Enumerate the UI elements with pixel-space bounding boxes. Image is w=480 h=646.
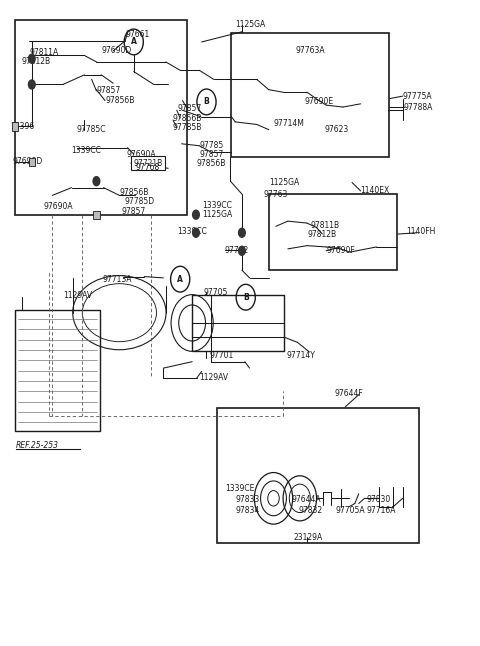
Text: 1339CC: 1339CC — [177, 227, 207, 236]
Circle shape — [239, 228, 245, 237]
Text: 97857: 97857 — [121, 207, 145, 216]
Text: 97812B: 97812B — [308, 229, 337, 238]
Circle shape — [28, 54, 35, 63]
Text: 1125GA: 1125GA — [235, 20, 265, 29]
Text: 1339CE: 1339CE — [226, 484, 255, 493]
Text: 97690D: 97690D — [12, 158, 43, 167]
Text: 1129AV: 1129AV — [199, 373, 228, 382]
Text: 97763A: 97763A — [295, 46, 324, 55]
Text: 97788A: 97788A — [404, 103, 433, 112]
Text: 97812B: 97812B — [21, 57, 50, 67]
Bar — [29, 158, 35, 166]
Bar — [93, 211, 99, 219]
Text: 1140EX: 1140EX — [360, 186, 390, 195]
Circle shape — [28, 80, 35, 89]
Text: 97785C: 97785C — [76, 125, 106, 134]
Text: 97690F: 97690F — [326, 246, 355, 255]
Text: 1339CC: 1339CC — [202, 201, 231, 210]
Text: 97690E: 97690E — [305, 98, 334, 107]
Text: 97833: 97833 — [235, 495, 260, 504]
Text: A: A — [131, 37, 137, 47]
Circle shape — [93, 176, 100, 185]
Bar — [15, 20, 187, 214]
Text: 97856B: 97856B — [105, 96, 134, 105]
Bar — [192, 295, 284, 351]
Text: 97716A: 97716A — [367, 506, 396, 515]
Text: 97857: 97857 — [96, 87, 120, 96]
Bar — [217, 408, 419, 543]
Text: 97811B: 97811B — [311, 220, 340, 229]
Text: 97661: 97661 — [125, 30, 149, 39]
Text: 97785: 97785 — [199, 141, 224, 151]
Circle shape — [192, 228, 199, 237]
Text: 97785D: 97785D — [124, 197, 154, 206]
Text: 97856B: 97856B — [120, 188, 149, 197]
Circle shape — [192, 210, 199, 219]
Text: 97857: 97857 — [178, 105, 202, 114]
Text: 97644A: 97644A — [291, 495, 321, 504]
Text: 97768: 97768 — [136, 163, 160, 171]
Text: 97834: 97834 — [235, 506, 260, 515]
Text: 97721B: 97721B — [133, 159, 163, 167]
Text: 1339CC: 1339CC — [72, 146, 101, 155]
Text: 97714M: 97714M — [274, 119, 304, 128]
Text: 97713A: 97713A — [102, 275, 132, 284]
Text: 97775A: 97775A — [403, 92, 432, 101]
Text: REF.25-253: REF.25-253 — [16, 441, 59, 450]
Text: 1125GA: 1125GA — [202, 210, 232, 219]
Text: 97690D: 97690D — [101, 47, 132, 56]
Text: 97705A: 97705A — [336, 506, 365, 515]
Text: B: B — [243, 293, 249, 302]
Text: 13396: 13396 — [10, 122, 35, 131]
Bar — [269, 194, 397, 270]
Text: 97762: 97762 — [225, 245, 249, 255]
Text: 1140FH: 1140FH — [407, 227, 436, 236]
Text: 97705: 97705 — [204, 287, 228, 297]
Text: 97856B: 97856B — [197, 159, 226, 167]
Text: 1125GA: 1125GA — [269, 178, 299, 187]
Text: 97714Y: 97714Y — [287, 351, 315, 360]
Bar — [12, 122, 18, 130]
Text: 97856B: 97856B — [173, 114, 203, 123]
Text: 97690A: 97690A — [126, 150, 156, 159]
Text: 97832: 97832 — [299, 506, 323, 515]
Text: B: B — [204, 98, 209, 107]
Text: 97763: 97763 — [264, 189, 288, 198]
Text: 97785B: 97785B — [173, 123, 203, 132]
Text: 97644F: 97644F — [334, 390, 363, 399]
Text: 97811A: 97811A — [29, 48, 59, 57]
Text: 1129AV: 1129AV — [63, 291, 92, 300]
Bar — [231, 33, 389, 158]
Text: 23129A: 23129A — [294, 532, 323, 541]
Bar — [15, 310, 100, 432]
Text: 97857: 97857 — [199, 150, 224, 159]
Text: 97701: 97701 — [209, 351, 234, 360]
Circle shape — [239, 246, 245, 255]
Text: 97830: 97830 — [367, 495, 391, 504]
Text: 97690A: 97690A — [44, 202, 73, 211]
Text: A: A — [177, 275, 183, 284]
Text: 97623: 97623 — [324, 125, 348, 134]
